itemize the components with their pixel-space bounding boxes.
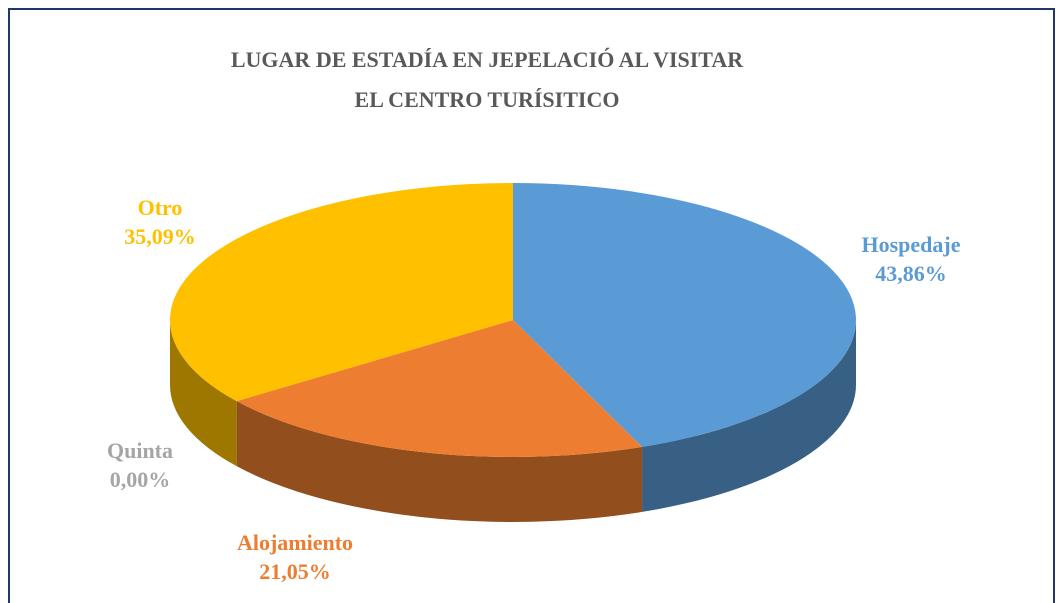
chart-title: LUGAR DE ESTADÍA EN JEPELACIÓ AL VISITAR… — [230, 47, 744, 112]
pie-slice-side — [170, 320, 237, 467]
pie-slice — [236, 320, 643, 457]
value-label: 35,09% — [124, 224, 196, 249]
category-label: Quinta — [107, 438, 173, 463]
pie-slice-side — [236, 401, 643, 522]
category-label: Otro — [138, 195, 183, 220]
value-label: 21,05% — [259, 559, 331, 584]
pie-slice — [513, 183, 856, 447]
value-label: 43,86% — [875, 261, 947, 286]
pie-slice — [170, 183, 513, 402]
value-label: 0,00% — [110, 467, 171, 492]
category-label: Alojamiento — [237, 530, 353, 555]
category-label: Hospedaje — [862, 232, 961, 257]
chart-border — [8, 8, 1055, 603]
pie-slice — [236, 320, 514, 402]
pie-slice-side — [642, 320, 856, 512]
